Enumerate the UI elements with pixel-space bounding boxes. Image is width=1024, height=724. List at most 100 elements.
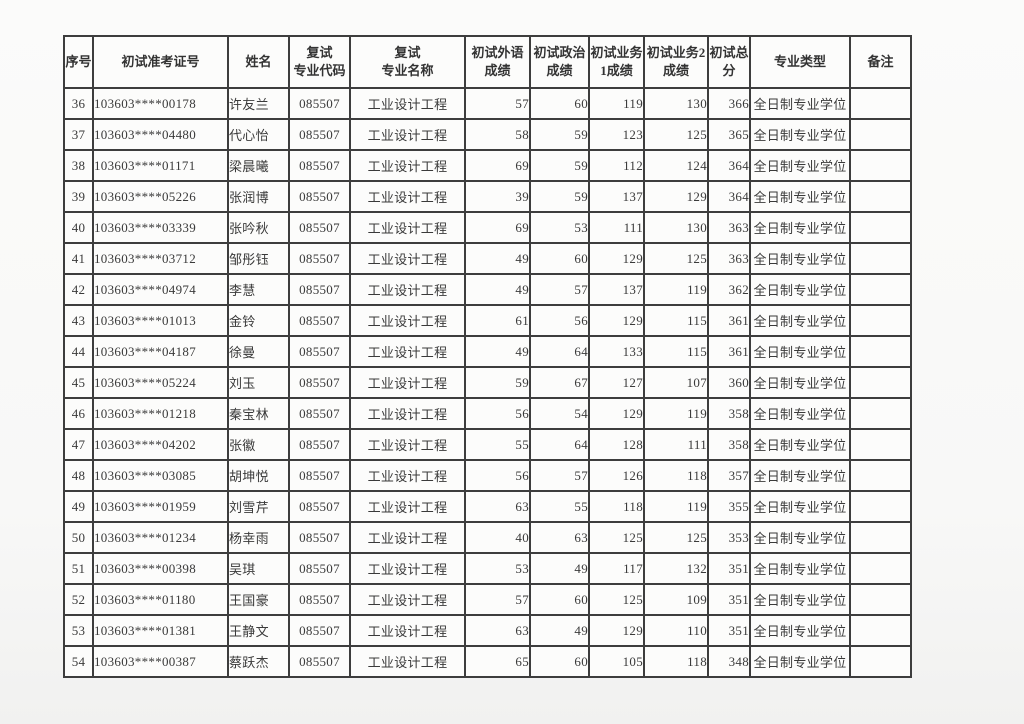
cell-total: 357 — [707, 459, 751, 492]
cell-major: 工业设计工程 — [349, 490, 466, 523]
cell-sub1: 129 — [588, 242, 645, 275]
cell-major: 工业设计工程 — [349, 242, 466, 275]
cell-seq: 40 — [63, 211, 94, 244]
cell-name: 蔡跃杰 — [227, 645, 290, 678]
cell-major: 工业设计工程 — [349, 459, 466, 492]
cell-sub2: 115 — [643, 304, 709, 337]
cell-remark — [849, 118, 912, 151]
cell-foreign: 40 — [464, 521, 531, 554]
header-cell-code: 复试 专业代码 — [288, 35, 351, 89]
cell-remark — [849, 521, 912, 554]
header-cell-sub2: 初试业务2 成绩 — [643, 35, 709, 89]
cell-code: 085507 — [288, 552, 351, 585]
cell-sub2: 107 — [643, 366, 709, 399]
cell-politics: 60 — [529, 87, 590, 120]
cell-sub2: 109 — [643, 583, 709, 616]
cell-sub1: 137 — [588, 180, 645, 213]
header-cell-sub1: 初试业务 1成绩 — [588, 35, 645, 89]
cell-total: 351 — [707, 583, 751, 616]
cell-total: 361 — [707, 304, 751, 337]
cell-foreign: 49 — [464, 335, 531, 368]
table-row: 46 103603****01218 秦宝林 085507 工业设计工程 56 54 129 1… — [63, 397, 912, 430]
header-cell-ticket: 初试准考证号 — [92, 35, 229, 89]
cell-seq: 47 — [63, 428, 94, 461]
cell-sub1: 129 — [588, 614, 645, 647]
cell-seq: 38 — [63, 149, 94, 182]
table-row: 37 103603****04480 代心怡 085507 工业设计工程 58 59 123 1… — [63, 118, 912, 151]
cell-code: 085507 — [288, 118, 351, 151]
cell-sub2: 130 — [643, 87, 709, 120]
cell-ticket: 103603****04480 — [92, 118, 229, 151]
cell-seq: 42 — [63, 273, 94, 306]
cell-sub2: 125 — [643, 118, 709, 151]
cell-type: 全日制专业学位 — [749, 118, 851, 151]
cell-politics: 64 — [529, 335, 590, 368]
cell-politics: 60 — [529, 583, 590, 616]
cell-total: 365 — [707, 118, 751, 151]
cell-foreign: 63 — [464, 490, 531, 523]
cell-seq: 43 — [63, 304, 94, 337]
table-row: 41 103603****03712 邹彤钰 085507 工业设计工程 49 60 129 1… — [63, 242, 912, 275]
cell-type: 全日制专业学位 — [749, 490, 851, 523]
cell-code: 085507 — [288, 521, 351, 554]
cell-foreign: 59 — [464, 366, 531, 399]
cell-sub2: 118 — [643, 459, 709, 492]
cell-sub2: 110 — [643, 614, 709, 647]
cell-sub2: 124 — [643, 149, 709, 182]
table-row: 48 103603****03085 胡坤悦 085507 工业设计工程 56 57 126 1… — [63, 459, 912, 492]
cell-sub2: 125 — [643, 242, 709, 275]
cell-foreign: 53 — [464, 552, 531, 585]
cell-foreign: 65 — [464, 645, 531, 678]
header-cell-politics: 初试政治 成绩 — [529, 35, 590, 89]
cell-code: 085507 — [288, 614, 351, 647]
cell-politics: 59 — [529, 149, 590, 182]
cell-code: 085507 — [288, 366, 351, 399]
cell-foreign: 56 — [464, 459, 531, 492]
cell-ticket: 103603****01959 — [92, 490, 229, 523]
cell-sub2: 130 — [643, 211, 709, 244]
cell-seq: 54 — [63, 645, 94, 678]
table-row: 52 103603****01180 王国豪 085507 工业设计工程 57 60 125 1… — [63, 583, 912, 616]
cell-ticket: 103603****03712 — [92, 242, 229, 275]
cell-foreign: 63 — [464, 614, 531, 647]
cell-seq: 44 — [63, 335, 94, 368]
cell-politics: 59 — [529, 118, 590, 151]
cell-type: 全日制专业学位 — [749, 273, 851, 306]
header-cell-name: 姓名 — [227, 35, 290, 89]
header-row: 序号 初试准考证号 姓名 复试 专业代码 复试 专业名称 初试外语 成绩 初试政治 成绩 初试… — [63, 35, 912, 89]
cell-politics: 53 — [529, 211, 590, 244]
cell-ticket: 103603****01013 — [92, 304, 229, 337]
cell-remark — [849, 459, 912, 492]
cell-politics: 59 — [529, 180, 590, 213]
table-row: 53 103603****01381 王静文 085507 工业设计工程 63 49 129 1… — [63, 614, 912, 647]
cell-code: 085507 — [288, 490, 351, 523]
cell-seq: 50 — [63, 521, 94, 554]
cell-ticket: 103603****00387 — [92, 645, 229, 678]
cell-foreign: 57 — [464, 87, 531, 120]
cell-ticket: 103603****04187 — [92, 335, 229, 368]
table-row: 39 103603****05226 张润博 085507 工业设计工程 39 59 137 1… — [63, 180, 912, 213]
cell-ticket: 103603****05224 — [92, 366, 229, 399]
cell-type: 全日制专业学位 — [749, 211, 851, 244]
cell-name: 吴琪 — [227, 552, 290, 585]
cell-name: 邹彤钰 — [227, 242, 290, 275]
cell-name: 王静文 — [227, 614, 290, 647]
header-cell-remark: 备注 — [849, 35, 912, 89]
cell-foreign: 61 — [464, 304, 531, 337]
cell-name: 张徽 — [227, 428, 290, 461]
cell-total: 351 — [707, 614, 751, 647]
cell-code: 085507 — [288, 428, 351, 461]
cell-sub1: 126 — [588, 459, 645, 492]
cell-sub1: 129 — [588, 304, 645, 337]
table-row: 40 103603****03339 张吟秋 085507 工业设计工程 69 53 111 1… — [63, 211, 912, 244]
cell-code: 085507 — [288, 304, 351, 337]
cell-foreign: 56 — [464, 397, 531, 430]
cell-code: 085507 — [288, 459, 351, 492]
cell-ticket: 103603****03339 — [92, 211, 229, 244]
cell-remark — [849, 304, 912, 337]
cell-ticket: 103603****01381 — [92, 614, 229, 647]
cell-foreign: 55 — [464, 428, 531, 461]
cell-seq: 53 — [63, 614, 94, 647]
header-cell-seq: 序号 — [63, 35, 94, 89]
cell-politics: 60 — [529, 242, 590, 275]
